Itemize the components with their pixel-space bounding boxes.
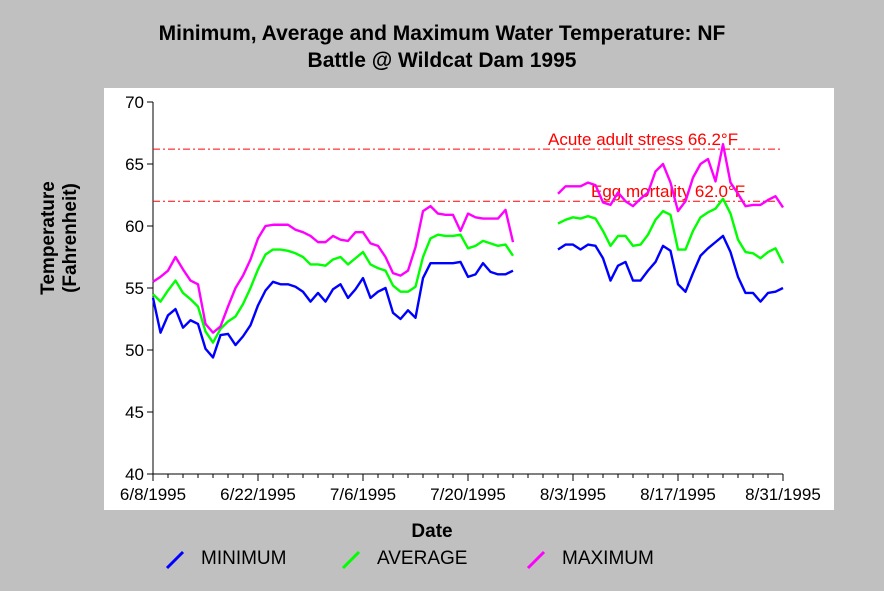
series-line-maximum-0 (152, 204, 515, 334)
series-line-maximum-1 (557, 142, 784, 213)
series-line-average-1 (557, 197, 785, 264)
legend-label-minimum: MINIMUM (201, 548, 287, 569)
y-tick-label-50: 50 (125, 341, 144, 360)
chart-canvas: Acute adult stress 66.2°F Egg mortality 6… (38, 88, 834, 542)
y-tick-label-60: 60 (125, 217, 144, 236)
y-tick-label-55: 55 (125, 279, 144, 298)
y-axis-label-line-1: Temperature (38, 181, 59, 295)
y-tick-label-70: 70 (125, 93, 144, 112)
x-axis-label: Date (411, 521, 452, 542)
legend-swatch-maximum (526, 550, 546, 570)
series-line-minimum-1 (557, 234, 784, 303)
series-lines (151, 142, 785, 359)
x-tick-label-3: 7/20/1995 (430, 485, 506, 504)
chart-title: Minimum, Average and Maximum Water Tempe… (0, 20, 884, 74)
legend-label-average: AVERAGE (377, 548, 468, 569)
x-tick-label-6: 8/31/1995 (745, 485, 821, 504)
chart-legend: MINIMUM AVERAGE MAXIMUM (0, 546, 884, 574)
x-tick-label-5: 8/17/1995 (640, 485, 716, 504)
y-tick-label-40: 40 (125, 465, 144, 484)
legend-label-maximum: MAXIMUM (562, 548, 654, 569)
x-tick-label-0: 6/8/1995 (120, 485, 186, 504)
legend-swatch-minimum (165, 550, 185, 570)
reference-label-0: Acute adult stress 66.2°F (548, 130, 738, 149)
legend-swatch-average (341, 550, 361, 570)
reference-lines: Acute adult stress 66.2°F Egg mortality 6… (153, 130, 783, 202)
y-axis-label: Temperature (Fahrenheit) (38, 181, 81, 295)
plot-background (104, 88, 834, 510)
x-tick-label-4: 8/3/1995 (540, 485, 606, 504)
series-line-minimum-0 (151, 260, 514, 359)
y-axis-ticks: 40 45 50 55 60 65 70 (125, 93, 153, 484)
chart-title-line-2: Battle @ Wildcat Dam 1995 (307, 49, 577, 72)
x-tick-label-2: 7/6/1995 (330, 485, 396, 504)
series-line-average-0 (152, 233, 514, 344)
reference-label-1: Egg mortality 62.0°F (591, 182, 745, 201)
y-tick-label-65: 65 (125, 155, 144, 174)
x-tick-label-1: 6/22/1995 (220, 485, 296, 504)
chart-title-line-1: Minimum, Average and Maximum Water Tempe… (158, 22, 726, 45)
x-axis-ticks: 6/8/1995 6/22/1995 7/6/1995 7/20/1995 8/3/19… (120, 474, 821, 504)
y-axis-label-line-2: (Fahrenheit) (60, 183, 81, 293)
y-tick-label-45: 45 (125, 403, 144, 422)
